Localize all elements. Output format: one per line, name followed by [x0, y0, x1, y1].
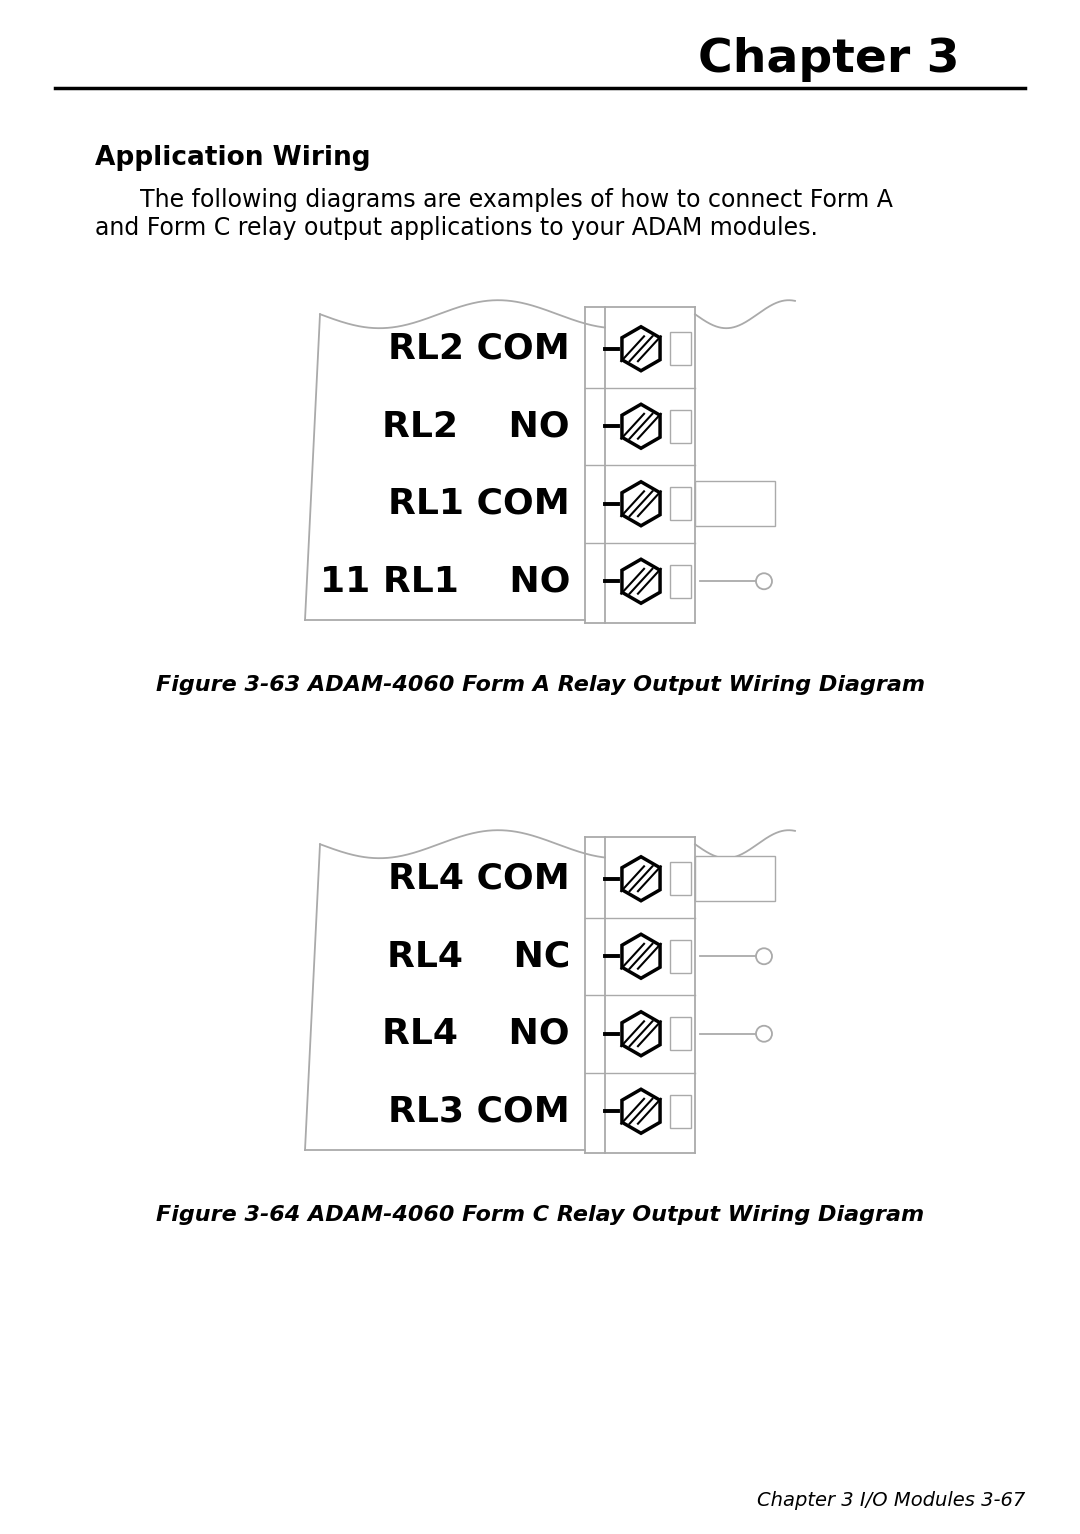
- Polygon shape: [622, 934, 660, 979]
- Bar: [696, 482, 775, 526]
- Bar: [670, 1095, 691, 1127]
- Polygon shape: [622, 560, 660, 603]
- Text: RL4    NO: RL4 NO: [382, 1017, 570, 1051]
- Text: RL2    NO: RL2 NO: [382, 410, 570, 443]
- Polygon shape: [622, 858, 660, 900]
- Text: RL3 COM: RL3 COM: [388, 1094, 570, 1127]
- Bar: [670, 410, 691, 442]
- Text: RL4 COM: RL4 COM: [388, 862, 570, 896]
- Bar: [670, 488, 691, 520]
- Bar: [670, 333, 691, 365]
- Text: The following diagrams are examples of how to connect Form A: The following diagrams are examples of h…: [110, 189, 893, 212]
- Text: RL2 COM: RL2 COM: [388, 331, 570, 365]
- Bar: [696, 856, 775, 902]
- Polygon shape: [622, 1089, 660, 1134]
- Polygon shape: [622, 327, 660, 371]
- Bar: [670, 1017, 691, 1051]
- Bar: [670, 940, 691, 973]
- Circle shape: [756, 1026, 772, 1042]
- Text: Chapter 3: Chapter 3: [699, 37, 960, 83]
- Polygon shape: [622, 482, 660, 526]
- Circle shape: [756, 574, 772, 589]
- Text: 11 RL1    NO: 11 RL1 NO: [320, 565, 570, 598]
- Text: Figure 3-63 ADAM-4060 Form A Relay Output Wiring Diagram: Figure 3-63 ADAM-4060 Form A Relay Outpu…: [156, 675, 924, 695]
- Polygon shape: [622, 1012, 660, 1055]
- Text: RL1 COM: RL1 COM: [388, 486, 570, 520]
- Text: RL4    NC: RL4 NC: [387, 939, 570, 973]
- Bar: [670, 862, 691, 894]
- Text: and Form C relay output applications to your ADAM modules.: and Form C relay output applications to …: [95, 216, 818, 239]
- Circle shape: [756, 948, 772, 965]
- Polygon shape: [622, 405, 660, 448]
- Text: Chapter 3 I/O Modules 3-67: Chapter 3 I/O Modules 3-67: [757, 1491, 1025, 1509]
- Text: Figure 3-64 ADAM-4060 Form C Relay Output Wiring Diagram: Figure 3-64 ADAM-4060 Form C Relay Outpu…: [156, 1206, 924, 1226]
- Text: Application Wiring: Application Wiring: [95, 146, 370, 170]
- Bar: [670, 565, 691, 598]
